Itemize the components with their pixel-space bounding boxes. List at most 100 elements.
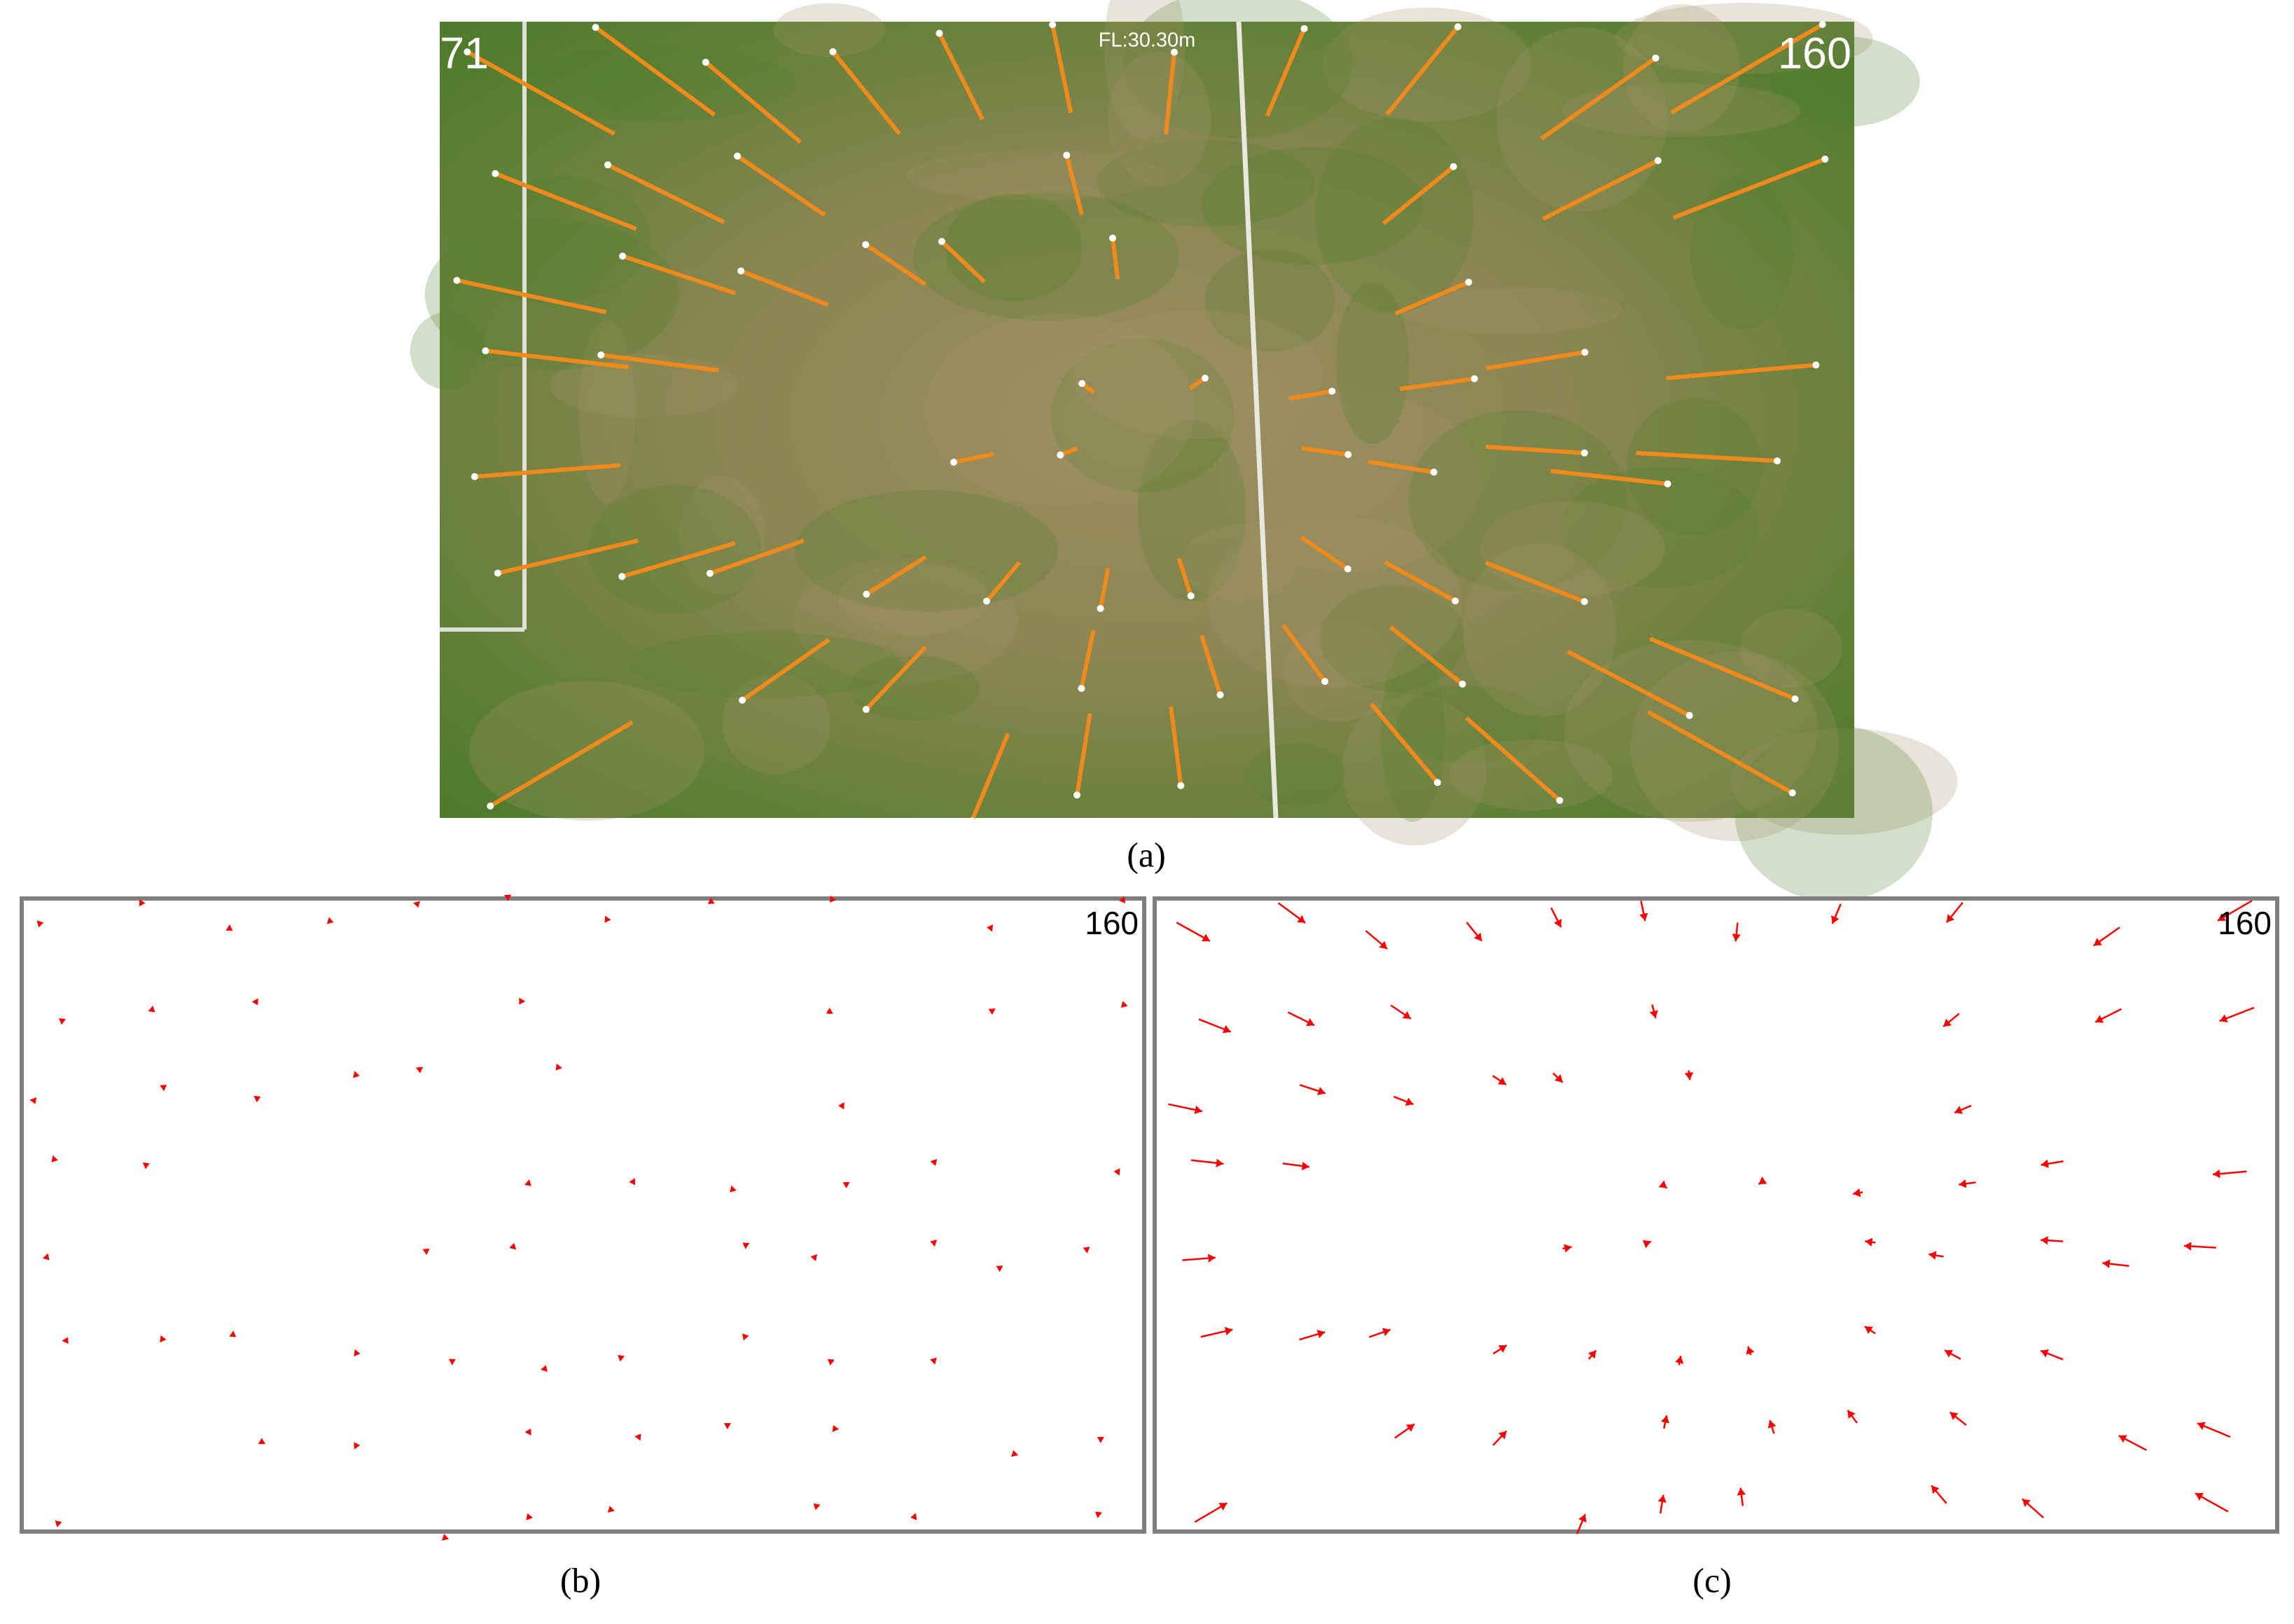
grass-patch (793, 557, 1019, 683)
orange-line (1389, 625, 1464, 686)
orange-line (1281, 623, 1327, 683)
arrow-head (1379, 941, 1388, 949)
arrow-head (2195, 1492, 2204, 1501)
arrow-head (829, 895, 837, 903)
grass-patch (924, 313, 1195, 506)
arrow-head (59, 1018, 66, 1025)
orange-line (865, 555, 927, 597)
arrow-head (2102, 1259, 2111, 1268)
arrow-head (2197, 1422, 2206, 1430)
frame-number: 71 (440, 29, 489, 78)
arrow-head (1943, 1018, 1952, 1027)
orange-line (474, 463, 620, 479)
arrow-head (1660, 1415, 1670, 1424)
grass-patch (945, 193, 1083, 302)
frame-number: 160 (1778, 29, 1851, 78)
arrow-head (1317, 1087, 1326, 1095)
grass-patch (1462, 543, 1617, 717)
tracked-point (1454, 23, 1461, 31)
arrow-head (2217, 913, 2226, 921)
tracked-point (453, 277, 461, 284)
field-line (1236, 21, 1279, 819)
orange-line (1200, 634, 1223, 696)
arrow-head (1222, 1025, 1231, 1034)
arrow-head (1306, 1018, 1315, 1027)
arrow-head (707, 897, 715, 904)
tracked-point (1097, 604, 1104, 612)
tracked-point (1344, 451, 1352, 459)
tracked-point (739, 696, 746, 704)
grass-patch (1739, 609, 1842, 688)
tracked-point (1812, 361, 1820, 369)
arrow-head (253, 1095, 261, 1103)
arrow-head (1864, 1326, 1873, 1334)
orange-line (831, 50, 901, 135)
tracked-point (492, 169, 499, 177)
arrow-head (139, 898, 146, 907)
orange-line (864, 645, 927, 712)
caption: (c) (1692, 1560, 1732, 1599)
grass-patch (549, 354, 739, 417)
tracked-point (1685, 712, 1693, 719)
panel-frame (20, 896, 1146, 1534)
tracked-point (1177, 782, 1185, 789)
grass-patch (1201, 147, 1424, 265)
tracked-point (1664, 480, 1671, 487)
grass-patch (1104, 0, 1185, 140)
arrow-head (354, 1442, 361, 1450)
arrow-head (1113, 1168, 1120, 1176)
tracked-point (862, 705, 870, 713)
grass-patch (1342, 694, 1487, 846)
orange-line (1382, 165, 1455, 225)
grass-patch (1561, 83, 1801, 137)
tracked-point (829, 48, 837, 55)
arrow-head (51, 1155, 58, 1163)
arrow-head (1831, 915, 1840, 924)
orange-line (1394, 280, 1470, 316)
tracked-point (1556, 797, 1564, 805)
arrow-head (986, 924, 994, 932)
arrow-head (1120, 1001, 1128, 1008)
arrow-head (826, 1007, 833, 1014)
orange-line (1098, 567, 1111, 609)
grass-patch (1284, 622, 1395, 722)
tracked-point (1430, 469, 1438, 476)
grass-patch (588, 485, 761, 614)
arrow-head (724, 1423, 732, 1429)
arrow-head (1201, 934, 1210, 942)
flight-label: FL:30.30m (1099, 29, 1196, 52)
arrow-head (2093, 938, 2102, 946)
arrow-head (910, 1513, 917, 1520)
arrow-head (160, 1085, 167, 1092)
orange-line (1169, 706, 1183, 786)
orange-line (1265, 27, 1307, 117)
grass-patch (849, 655, 980, 721)
panel-frame (1153, 896, 2279, 1534)
arrow-head (930, 1357, 937, 1365)
arrow-head (1224, 1326, 1233, 1335)
grass-patch (1220, 390, 1481, 573)
tracked-point (863, 590, 870, 598)
arrow-head (1767, 1420, 1777, 1429)
arrow-head (503, 894, 512, 901)
arrow-head (1010, 1450, 1019, 1457)
tracked-point (1773, 457, 1781, 465)
arrow-head (29, 1097, 37, 1104)
arrow-head (996, 1265, 1003, 1272)
orange-line (1075, 713, 1092, 796)
orange-line (940, 240, 986, 284)
arrow-head (354, 1349, 361, 1356)
grass-patch (1051, 339, 1235, 493)
orange-line (1485, 560, 1585, 604)
arrow-head (1649, 1010, 1658, 1018)
tracked-point (1652, 54, 1660, 62)
orange-line (1384, 560, 1457, 603)
arrow-head (62, 1337, 69, 1345)
tracked-point (950, 459, 958, 466)
arrow-head (441, 1534, 449, 1541)
arrow-head (2095, 1015, 2104, 1023)
arrow-head (1118, 896, 1126, 903)
grass-patch (1564, 639, 1819, 822)
tracked-point (1459, 680, 1466, 688)
